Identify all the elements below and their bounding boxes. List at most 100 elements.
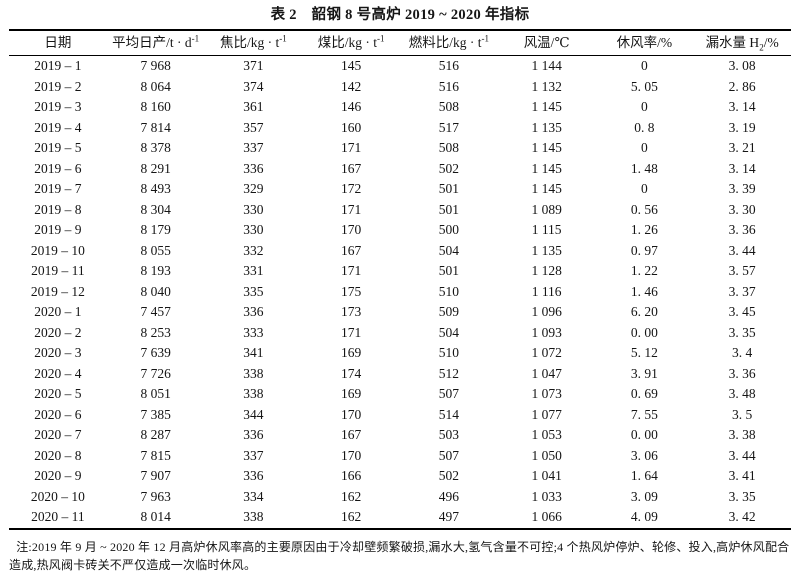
table-cell: 3. 39 bbox=[728, 181, 756, 196]
table-row: 2019 – 4 7 814 357 160 517 1 135 0. 8 3. 19 bbox=[9, 118, 791, 139]
table-cell: 3. 5 bbox=[732, 406, 753, 422]
table-cell: 333 bbox=[243, 324, 264, 340]
table-cell: 2020 – 8 bbox=[34, 447, 82, 463]
column-header: 休风率/% bbox=[595, 30, 694, 56]
column-header: 焦比/kg · t-1 bbox=[204, 30, 303, 56]
table-cell: 0. 56 bbox=[630, 201, 658, 217]
table-cell: 510 bbox=[438, 345, 459, 360]
column-header-subscript: 2 bbox=[759, 42, 764, 53]
table-cell: 331 bbox=[243, 263, 264, 278]
column-header-superscript: -1 bbox=[377, 33, 385, 44]
table-cell: 336 bbox=[243, 427, 264, 442]
table-cell: 171 bbox=[341, 201, 362, 217]
table-cell: 514 bbox=[438, 406, 459, 422]
table-cell: 2019 – 3 bbox=[34, 99, 82, 114]
table-cell: 170 bbox=[341, 406, 362, 422]
table-cell: 2019 – 10 bbox=[30, 242, 85, 258]
table-row: 2020 – 1 7 457 336 173 509 1 096 6. 20 3. 45 bbox=[9, 302, 791, 323]
table-cell: 501 bbox=[438, 181, 459, 196]
table-cell: 1 047 bbox=[531, 365, 562, 381]
table-cell: 3. 42 bbox=[728, 509, 756, 524]
table-cell: 497 bbox=[438, 509, 459, 524]
table-cell: 3. 48 bbox=[728, 386, 756, 401]
table-cell: 509 bbox=[438, 304, 459, 319]
table-row: 2020 – 6 7 385 344 170 514 1 077 7. 55 3. 5 bbox=[9, 405, 791, 426]
table-cell: 8 040 bbox=[140, 283, 171, 299]
table-cell: 1 050 bbox=[531, 447, 562, 463]
table-cell: 6. 20 bbox=[630, 304, 658, 319]
table-cell: 2. 86 bbox=[728, 78, 756, 94]
table-cell: 3. 08 bbox=[728, 58, 756, 73]
column-header-label: 平均日产/t · d bbox=[112, 35, 192, 50]
column-header: 燃料比/kg · t-1 bbox=[400, 30, 498, 56]
table-cell: 1 089 bbox=[531, 201, 562, 217]
table-cell: 173 bbox=[341, 304, 362, 319]
table-cell: 2020 – 9 bbox=[34, 468, 82, 483]
column-header-label: 漏水量 H bbox=[705, 35, 760, 50]
column-header-label: 日期 bbox=[44, 35, 72, 50]
table-cell: 4. 09 bbox=[630, 509, 658, 524]
table-cell: 162 bbox=[341, 488, 362, 504]
table-cell: 2020 – 7 bbox=[34, 427, 82, 442]
table-cell: 1 135 bbox=[531, 119, 562, 135]
table-cell: 0. 00 bbox=[630, 324, 658, 340]
table-cell: 332 bbox=[243, 242, 264, 258]
table-cell: 171 bbox=[341, 140, 362, 155]
table-cell: 162 bbox=[341, 509, 362, 524]
table-cell: 1 096 bbox=[531, 304, 562, 319]
table-cell: 169 bbox=[341, 386, 362, 401]
table-row: 2019 – 6 8 291 336 167 502 1 145 1. 48 3. 14 bbox=[9, 159, 791, 180]
table-cell: 8 493 bbox=[140, 181, 171, 196]
table-row: 2019 – 11 8 193 331 171 501 1 128 1. 22 3. 57 bbox=[9, 261, 791, 282]
table-cell: 2019 – 2 bbox=[34, 78, 82, 94]
table-row: 2020 – 9 7 907 336 166 502 1 041 1. 64 3. 41 bbox=[9, 466, 791, 487]
table-cell: 0. 97 bbox=[630, 242, 658, 258]
table-cell: 7 385 bbox=[140, 406, 171, 422]
table-cell: 0 bbox=[641, 58, 648, 73]
table-row: 2020 – 4 7 726 338 174 512 1 047 3. 91 3. 36 bbox=[9, 364, 791, 385]
table-cell: 7. 55 bbox=[630, 406, 658, 422]
table-cell: 160 bbox=[341, 119, 362, 135]
table-cell: 2020 – 10 bbox=[30, 488, 85, 504]
table-footnote: 注:2019 年 9 月 ~ 2020 年 12 月高炉休风率高的主要原因由于冷… bbox=[9, 539, 790, 572]
table-cell: 3. 4 bbox=[732, 345, 753, 360]
table-cell: 169 bbox=[341, 345, 362, 360]
table-cell: 0. 69 bbox=[630, 386, 658, 401]
table-cell: 501 bbox=[438, 263, 459, 278]
table-cell: 3. 19 bbox=[728, 119, 756, 135]
table-cell: 1 115 bbox=[531, 222, 562, 237]
table-cell: 7 726 bbox=[140, 365, 171, 381]
table-cell: 7 815 bbox=[140, 447, 171, 463]
table-cell: 3. 06 bbox=[630, 447, 658, 463]
table-cell: 8 193 bbox=[140, 263, 171, 278]
table-cell: 2020 – 11 bbox=[31, 509, 85, 524]
table-cell: 501 bbox=[438, 201, 459, 217]
table-cell: 0 bbox=[641, 99, 648, 114]
table-cell: 516 bbox=[438, 78, 459, 94]
table-row: 2020 – 2 8 253 333 171 504 1 093 0. 00 3. 35 bbox=[9, 323, 791, 344]
table-cell: 1. 22 bbox=[630, 263, 658, 278]
table-cell: 3. 09 bbox=[630, 488, 658, 504]
table-cell: 8 291 bbox=[140, 160, 171, 176]
table-row: 2020 – 8 7 815 337 170 507 1 050 3. 06 3. 44 bbox=[9, 446, 791, 467]
table-cell: 344 bbox=[243, 406, 264, 422]
table-cell: 8 253 bbox=[140, 324, 171, 340]
table-cell: 3. 35 bbox=[728, 488, 756, 504]
table-cell: 2019 – 9 bbox=[34, 222, 82, 237]
table-cell: 1 072 bbox=[531, 345, 562, 360]
column-header: 煤比/kg · t-1 bbox=[302, 30, 400, 56]
table-cell: 172 bbox=[341, 181, 362, 196]
table-cell: 2019 – 1 bbox=[34, 58, 82, 73]
column-header-superscript: -1 bbox=[481, 33, 490, 44]
table-cell: 7 907 bbox=[140, 468, 171, 483]
table-cell: 175 bbox=[341, 283, 362, 299]
table-row: 2019 – 1 7 968 371 145 516 1 144 0 3. 08 bbox=[9, 56, 791, 77]
table-cell: 508 bbox=[438, 140, 459, 155]
table-cell: 502 bbox=[438, 160, 459, 176]
table-cell: 338 bbox=[243, 509, 264, 524]
table-cell: 496 bbox=[438, 488, 459, 504]
table-cell: 3. 41 bbox=[728, 468, 756, 483]
table-cell: 341 bbox=[243, 345, 264, 360]
table-cell: 7 814 bbox=[140, 119, 171, 135]
table-cell: 1 145 bbox=[531, 140, 562, 155]
